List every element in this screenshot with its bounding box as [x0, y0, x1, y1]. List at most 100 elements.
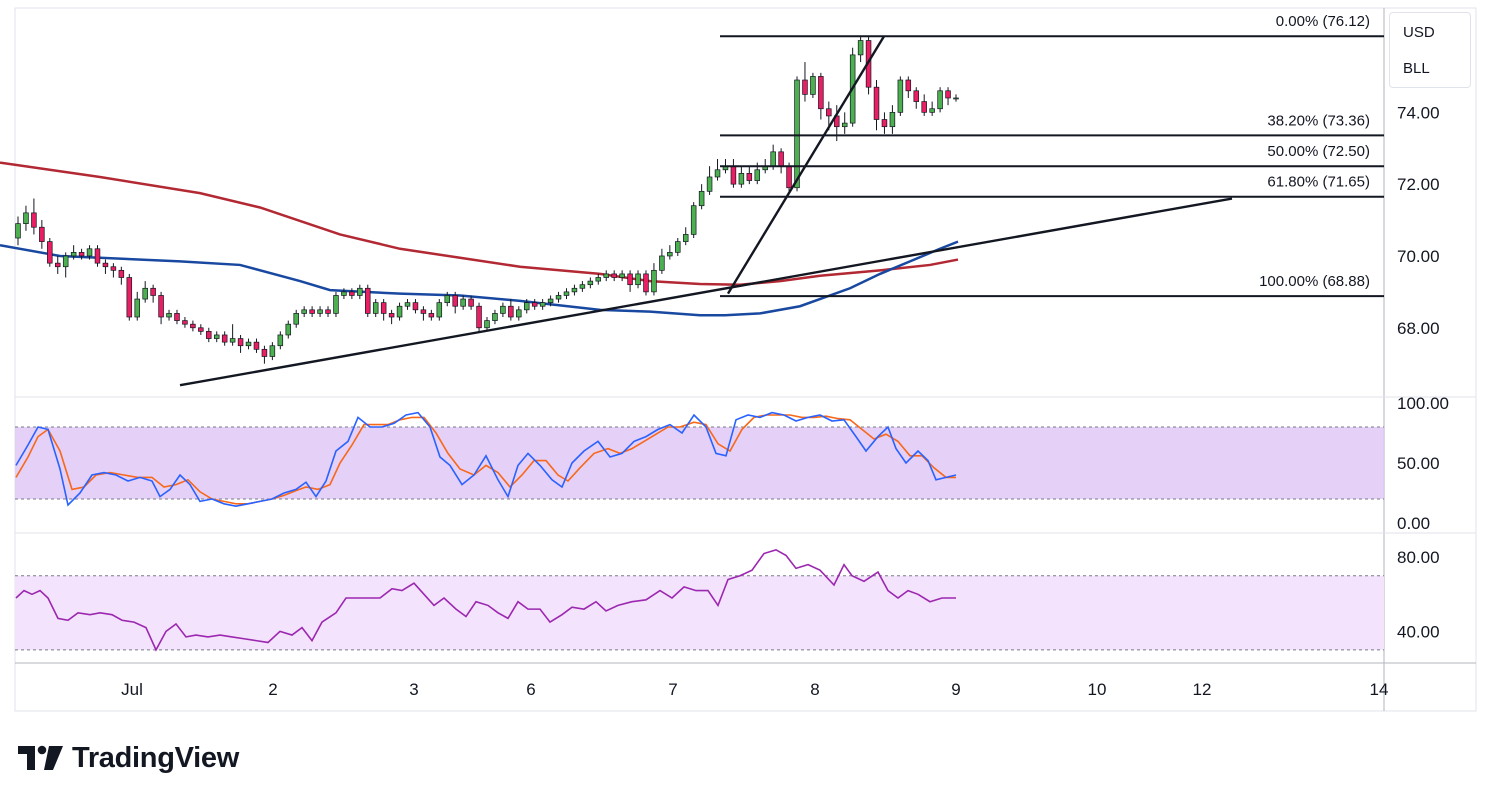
fib-level-label: 38.20% (73.36) — [1267, 112, 1370, 129]
candle — [261, 345, 268, 364]
candle — [277, 331, 284, 350]
candle — [62, 252, 69, 278]
candle — [142, 281, 148, 303]
candle — [293, 309, 299, 328]
stoch-d-line — [15, 414, 956, 505]
candle — [325, 306, 331, 318]
candle — [937, 87, 943, 113]
time-tick-label: 3 — [409, 680, 418, 699]
candle — [611, 270, 617, 282]
rsi-pane — [15, 548, 1384, 652]
candle — [675, 238, 681, 256]
candle — [571, 284, 578, 296]
candle — [134, 291, 140, 321]
rsi-line — [15, 548, 956, 652]
candle — [341, 288, 347, 300]
candle — [873, 80, 880, 131]
candle — [428, 309, 435, 321]
candle — [23, 205, 29, 231]
candle — [150, 284, 156, 303]
trendlines — [179, 35, 1233, 387]
candle — [818, 72, 824, 120]
time-tick-label: 10 — [1088, 680, 1107, 699]
price-tick-label: 68.00 — [1397, 319, 1440, 338]
candle — [619, 270, 625, 282]
candle — [690, 202, 697, 239]
time-tick-label: 14 — [1370, 680, 1389, 699]
stoch-band — [15, 427, 1384, 499]
candle — [587, 277, 594, 289]
candle — [516, 306, 522, 321]
candle — [380, 299, 387, 321]
candle — [221, 331, 228, 346]
candle — [317, 306, 323, 318]
candle — [913, 87, 920, 109]
candle — [166, 309, 172, 321]
candle — [508, 299, 514, 321]
price-axis[interactable]: 74.00 72.00 70.00 68.00 — [1397, 103, 1440, 337]
candle — [309, 306, 315, 318]
candle — [492, 309, 498, 325]
candle — [945, 87, 951, 106]
candle — [651, 263, 657, 296]
trendline — [179, 197, 1233, 387]
candle — [158, 291, 164, 325]
candle — [794, 76, 800, 192]
candle — [110, 263, 117, 278]
tradingview-logo[interactable]: TradingView — [18, 738, 239, 778]
candle — [682, 227, 689, 246]
candle — [659, 248, 665, 274]
price-pane: 0.00% (76.12) 38.20% (73.36) 50.00% (72.50… — [0, 13, 1384, 387]
candle — [627, 270, 633, 292]
candle — [396, 302, 403, 321]
candle — [905, 76, 912, 98]
time-tick-label: 12 — [1193, 680, 1212, 699]
candle — [555, 291, 562, 303]
rsi-axis: 80.00 40.00 — [1397, 548, 1440, 641]
candle — [301, 306, 307, 318]
candle — [563, 288, 570, 300]
candle — [897, 76, 904, 116]
stoch-k-line — [15, 411, 957, 508]
time-tick-label: 9 — [951, 680, 960, 699]
unit-selector[interactable]: USD BLL — [1389, 12, 1471, 88]
candle — [31, 198, 37, 235]
candle — [881, 112, 888, 134]
candle — [698, 184, 705, 210]
fib-level-label: 100.00% (68.88) — [1259, 273, 1370, 290]
candle — [102, 259, 109, 274]
candle — [174, 309, 180, 325]
fib-level-label: 61.80% (71.65) — [1267, 174, 1370, 191]
candle — [460, 295, 466, 310]
candle — [531, 299, 538, 310]
stoch-tick-label: 100.00 — [1397, 394, 1449, 413]
candle — [857, 36, 864, 63]
candle — [229, 324, 236, 346]
candle — [643, 270, 649, 296]
candle — [929, 101, 935, 116]
candle — [388, 309, 395, 325]
time-tick-label: 6 — [526, 680, 535, 699]
candle — [372, 299, 379, 318]
candle — [452, 291, 458, 314]
brand-name: TradingView — [72, 741, 239, 774]
stoch-tick-label: 50.00 — [1397, 454, 1440, 473]
candle — [245, 338, 252, 350]
candle — [444, 291, 451, 307]
stoch-axis: 100.00 50.00 0.00 — [1397, 394, 1449, 533]
time-axis[interactable]: Jul 2 3 6 7 8 9 10 12 14 — [121, 680, 1388, 699]
candle — [357, 284, 363, 300]
candle — [484, 317, 490, 332]
candle — [500, 302, 506, 318]
time-tick-label: Jul — [121, 680, 143, 699]
time-tick-label: 7 — [668, 680, 677, 699]
trendline — [726, 35, 886, 295]
candle — [404, 299, 411, 310]
candle — [889, 105, 896, 134]
candle — [412, 299, 419, 314]
price-tick-label: 70.00 — [1397, 247, 1440, 266]
candle — [190, 320, 196, 332]
candle — [810, 72, 816, 98]
candle — [94, 245, 101, 267]
